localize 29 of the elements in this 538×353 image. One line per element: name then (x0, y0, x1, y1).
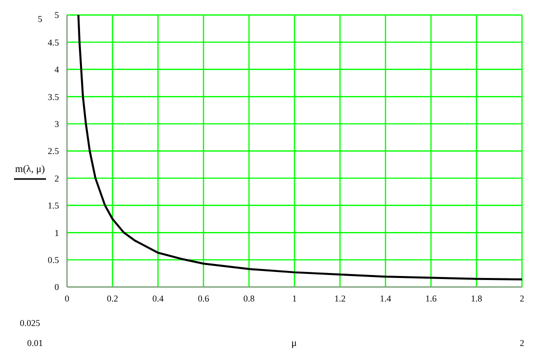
y-tick-label: 4.5 (48, 37, 60, 48)
x-tick-label: 1.8 (470, 293, 483, 304)
y-tick-label: 2.5 (48, 146, 60, 156)
y-tick-label: 1 (54, 228, 59, 238)
y-tick-label: 3 (54, 118, 60, 129)
y-tick-label: 4 (54, 64, 60, 75)
text: 0.025 (20, 318, 41, 328)
x-tick-label: 1 (292, 293, 297, 304)
text: 0.01 (27, 338, 43, 348)
text: 2 (520, 338, 524, 348)
y-axis-title: m(λ, μ) (15, 164, 45, 175)
x-tick-label: 2 (520, 293, 524, 304)
x-tick-label: 1.2 (334, 293, 346, 304)
y-tick-label: 3.5 (48, 92, 60, 102)
x-axis-title: μ (291, 338, 297, 349)
x-tick-label: 0.2 (106, 293, 118, 304)
line-series (77, 15, 522, 280)
y-tick-label: 1.5 (48, 200, 60, 211)
x-tick-label: 0.8 (243, 293, 256, 304)
y-tick-label: 0.5 (48, 254, 60, 265)
x-tick-label: 0.4 (152, 293, 164, 304)
y-tick-label: 2 (54, 173, 59, 184)
x-tick-label: 0 (64, 293, 70, 304)
y-tick-label: 5 (54, 10, 60, 20)
x-tick-label: 1.4 (380, 293, 392, 304)
text: 5 (38, 14, 43, 24)
y-tick-label: 0 (54, 282, 60, 292)
x-tick-label: 0.6 (198, 293, 210, 304)
x-tick-label: 1.6 (425, 293, 438, 304)
